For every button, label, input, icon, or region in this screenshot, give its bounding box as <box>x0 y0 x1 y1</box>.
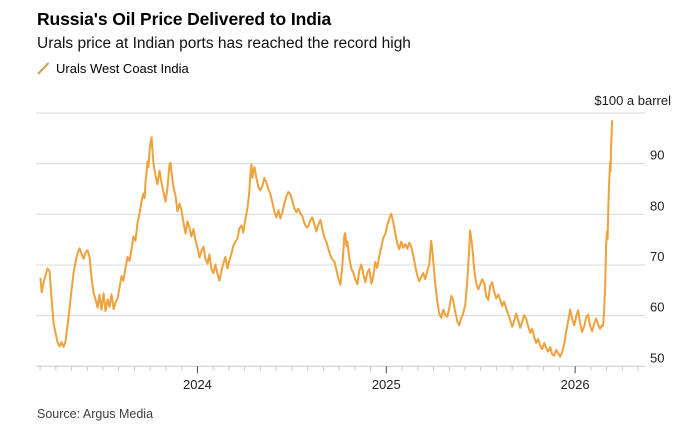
legend: Urals West Coast India <box>37 61 189 76</box>
y-tick-label: 90 <box>650 148 664 163</box>
y-axis-unit-label: $100 a barrel <box>594 93 671 108</box>
y-tick-label: 70 <box>650 249 664 264</box>
legend-line-marker-icon <box>37 62 49 75</box>
source-note: Source: Argus Media <box>37 407 154 421</box>
chart-subtitle: Urals price at Indian ports has reached … <box>37 35 411 52</box>
x-tick-label: 2024 <box>183 377 212 392</box>
y-tick-label: 80 <box>650 198 664 213</box>
price-line <box>39 120 614 358</box>
x-tick-label: 2025 <box>372 377 401 392</box>
x-tick-label: 2026 <box>561 377 590 392</box>
chart-title: Russia's Oil Price Delivered to India <box>37 9 332 29</box>
legend-label: Urals West Coast India <box>56 61 189 76</box>
y-tick-label: 60 <box>650 300 664 315</box>
y-tick-label: 50 <box>650 350 664 365</box>
